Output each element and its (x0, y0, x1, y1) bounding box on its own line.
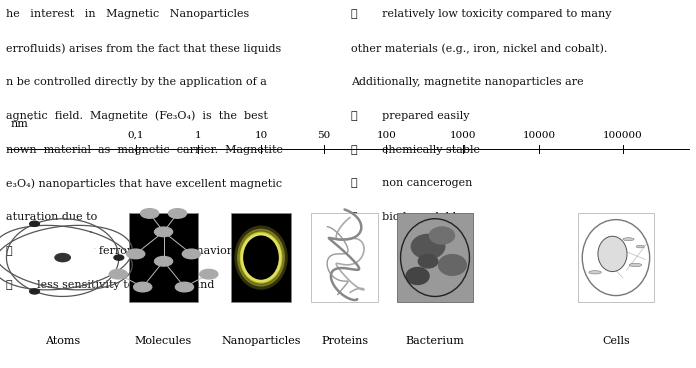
Circle shape (155, 227, 173, 237)
Ellipse shape (438, 254, 467, 276)
Circle shape (30, 289, 40, 294)
Bar (397, 213, 473, 302)
Circle shape (127, 249, 145, 259)
Text: Proteins: Proteins (321, 336, 368, 346)
Circle shape (30, 221, 40, 226)
Ellipse shape (411, 234, 445, 259)
Text: ❖       the strong ferromagnetic behavior,: ❖ the strong ferromagnetic behavior, (6, 246, 234, 256)
Circle shape (200, 269, 218, 279)
Text: Molecules: Molecules (135, 336, 192, 346)
Bar (311, 213, 377, 302)
Circle shape (141, 209, 159, 218)
Ellipse shape (636, 245, 644, 248)
Text: agnetic  field.  Magnetite  (Fe₃O₄)  is  the  best: agnetic field. Magnetite (Fe₃O₄) is the … (6, 111, 267, 121)
Circle shape (114, 255, 124, 260)
Text: other materials (e.g., iron, nickel and cobalt).: other materials (e.g., iron, nickel and … (351, 43, 608, 54)
Text: 0,1: 0,1 (127, 131, 144, 140)
Text: 100: 100 (377, 131, 396, 140)
Circle shape (27, 239, 98, 276)
Text: n be controlled directly by the application of a: n be controlled directly by the applicat… (6, 77, 267, 87)
Circle shape (155, 256, 173, 266)
Text: 100000: 100000 (603, 131, 643, 140)
Ellipse shape (429, 226, 455, 245)
Text: nown  material  as  magnetic  carrier.  Magnetite: nown material as magnetic carrier. Magne… (6, 145, 283, 155)
Bar (231, 213, 291, 302)
Text: Atoms: Atoms (45, 336, 80, 346)
Text: 50: 50 (317, 131, 331, 140)
Bar (129, 213, 198, 302)
Ellipse shape (598, 236, 627, 272)
Text: Bacterium: Bacterium (406, 336, 464, 346)
Text: 1000: 1000 (450, 131, 476, 140)
Text: ❖       non cancerogen: ❖ non cancerogen (351, 178, 473, 188)
Circle shape (168, 209, 187, 218)
Ellipse shape (405, 267, 429, 285)
Text: errofluids) arises from the fact that these liquids: errofluids) arises from the fact that th… (6, 43, 280, 54)
Text: ❖       less sensitivity to oxidation and: ❖ less sensitivity to oxidation and (6, 280, 214, 290)
Text: Nanoparticles: Nanoparticles (221, 336, 301, 346)
Text: ❖       prepared easily: ❖ prepared easily (351, 111, 470, 121)
Text: 10000: 10000 (523, 131, 556, 140)
Text: aturation due to: aturation due to (6, 212, 97, 222)
Circle shape (175, 282, 193, 292)
Ellipse shape (418, 254, 438, 269)
Text: 1: 1 (195, 131, 202, 140)
Circle shape (182, 249, 200, 259)
Circle shape (55, 254, 70, 262)
Ellipse shape (589, 271, 601, 274)
Text: nm´: nm´ (10, 119, 34, 129)
Text: ❖       relatively low toxicity compared to many: ❖ relatively low toxicity compared to ma… (351, 9, 612, 19)
Ellipse shape (629, 263, 642, 266)
Text: Additionally, magnetite nanoparticles are: Additionally, magnetite nanoparticles ar… (351, 77, 584, 87)
Text: ❖       chemically stable: ❖ chemically stable (351, 145, 480, 155)
Text: he   interest   in   Magnetic   Nanoparticles: he interest in Magnetic Nanoparticles (6, 9, 248, 19)
Text: 10: 10 (254, 131, 268, 140)
Text: Cells: Cells (602, 336, 630, 346)
Text: ❖       biodegradable.: ❖ biodegradable. (351, 212, 467, 222)
Bar (578, 213, 654, 302)
Circle shape (109, 269, 127, 279)
Circle shape (134, 282, 152, 292)
Text: e₃O₄) nanoparticles that have excellent magnetic: e₃O₄) nanoparticles that have excellent … (6, 178, 282, 189)
Ellipse shape (623, 238, 634, 241)
